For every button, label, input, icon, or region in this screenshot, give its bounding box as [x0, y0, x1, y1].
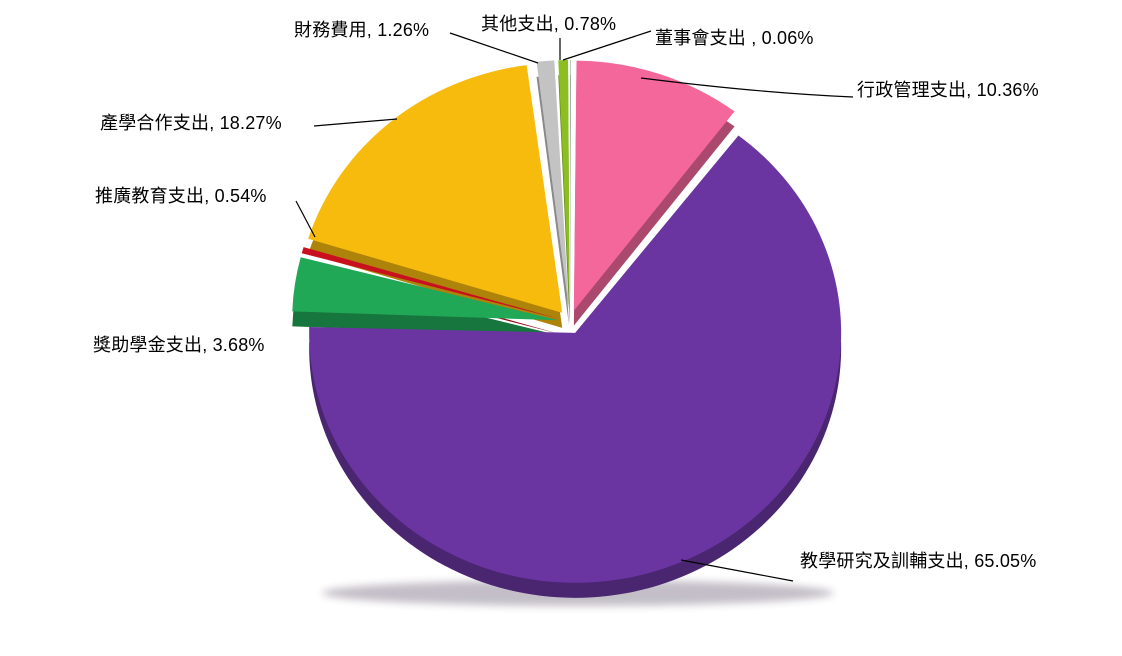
pie-slice-extension: [301, 247, 559, 319]
pie-slice-board: [570, 59, 571, 311]
pie-slice-other: [558, 60, 570, 311]
slice-callout-teaching: 教學研究及訓輔支出, 65.05%: [800, 551, 1037, 571]
leader-line-board: [562, 30, 652, 61]
slice-callout-scholarship: 獎助學金支出, 3.68%: [93, 335, 265, 355]
pie-slice-admin: [573, 60, 735, 311]
leader-line-teaching: [680, 559, 794, 582]
slice-callout-board: 董事會支出 , 0.06%: [655, 28, 814, 48]
slice-callout-other: 其他支出, 0.78%: [481, 14, 617, 34]
slice-callout-industry: 產學合作支出, 18.27%: [100, 113, 282, 133]
leader-line-extension: [295, 200, 316, 238]
leader-line-admin: [640, 77, 854, 98]
slice-callout-extension: 推廣教育支出, 0.54%: [95, 186, 267, 206]
pie-slice-finance-depth: [536, 75, 569, 326]
pie-slice-industry: [308, 65, 563, 313]
leader-line-finance: [449, 32, 539, 64]
pie-slice-teaching: [309, 135, 842, 583]
slice-callout-admin: 行政管理支出, 10.36%: [857, 80, 1039, 100]
slice-callout-finance: 財務費用, 1.26%: [294, 20, 430, 40]
pie-slice-scholarship: [292, 257, 559, 321]
pie-slice-finance: [536, 60, 569, 311]
leader-line-industry: [313, 118, 398, 127]
